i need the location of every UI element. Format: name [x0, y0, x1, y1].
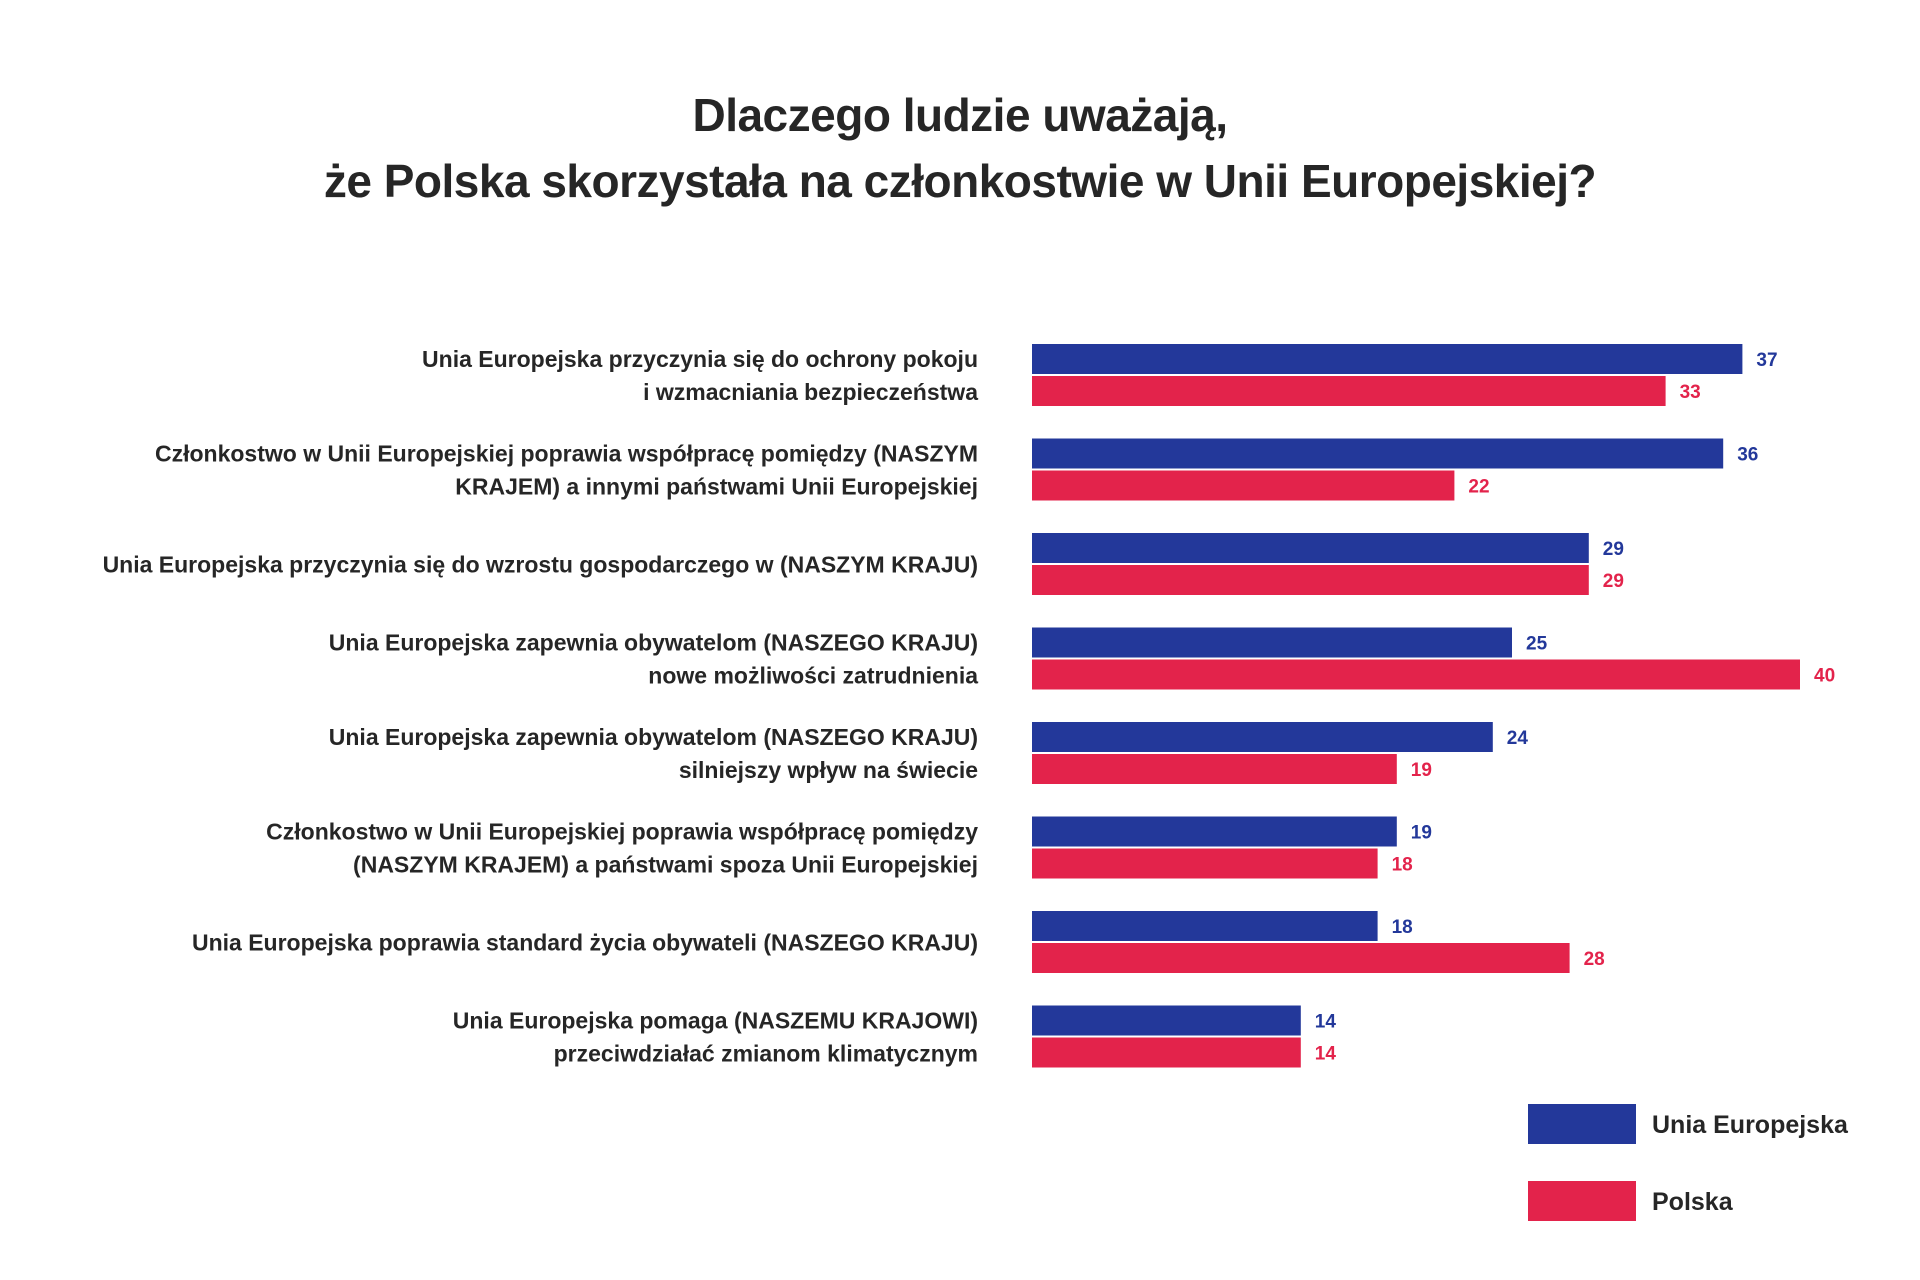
bar-polska [1032, 376, 1666, 406]
data-label: 19 [1411, 822, 1432, 843]
category-label: Unia Europejska pomaga (NASZEMU KRAJOWI) [453, 1007, 978, 1033]
category-label: Członkostwo w Unii Europejskiej poprawia… [266, 818, 978, 844]
bar-unia-europejska [1032, 533, 1589, 563]
bar-unia-europejska [1032, 722, 1493, 752]
data-label: 29 [1603, 571, 1624, 592]
bar-unia-europejska [1032, 816, 1397, 847]
legend-swatch [1528, 1181, 1636, 1221]
category-label: przeciwdziałać zmianom klimatycznym [554, 1040, 978, 1066]
data-label: 25 [1526, 633, 1548, 654]
bar-polska [1032, 943, 1570, 973]
data-label: 37 [1756, 350, 1777, 371]
data-label: 40 [1814, 665, 1835, 686]
data-label: 24 [1507, 728, 1529, 749]
category-label: silniejszy wpływ na świecie [679, 757, 978, 783]
category-label: i wzmacniania bezpieczeństwa [643, 379, 978, 405]
bar-polska [1032, 1037, 1301, 1068]
category-label: Unia Europejska zapewnia obywatelom (NAS… [329, 629, 978, 655]
data-label: 36 [1737, 444, 1758, 465]
bar-polska [1032, 470, 1455, 501]
data-label: 14 [1315, 1043, 1337, 1064]
bar-unia-europejska [1032, 344, 1743, 374]
legend-label: Unia Europejska [1652, 1111, 1849, 1139]
category-label: Unia Europejska poprawia standard życia … [192, 929, 978, 955]
bar-unia-europejska [1032, 438, 1724, 469]
category-label: Unia Europejska zapewnia obywatelom (NAS… [329, 724, 978, 750]
chart-title-line-1: Dlaczego ludzie uważają, [692, 89, 1228, 141]
category-label: (NASZYM KRAJEM) a państwami spoza Unii E… [353, 851, 978, 877]
bar-polska [1032, 565, 1589, 595]
legend-label: Polska [1652, 1188, 1734, 1216]
category-label: Unia Europejska przyczynia się do ochron… [422, 346, 978, 372]
data-label: 18 [1392, 917, 1413, 938]
bar-unia-europejska [1032, 911, 1378, 941]
category-label: KRAJEM) a innymi państwami Unii Europejs… [455, 473, 978, 499]
category-label: Członkostwo w Unii Europejskiej poprawia… [155, 440, 978, 466]
data-label: 29 [1603, 539, 1624, 560]
bar-polska [1032, 848, 1378, 879]
bar-unia-europejska [1032, 1005, 1301, 1036]
data-label: 19 [1411, 760, 1432, 781]
bar-polska [1032, 754, 1397, 784]
data-label: 28 [1584, 949, 1605, 970]
category-label: Unia Europejska przyczynia się do wzrost… [103, 551, 978, 577]
data-label: 18 [1392, 854, 1413, 875]
category-label: nowe możliwości zatrudnienia [648, 662, 978, 688]
bar-polska [1032, 659, 1800, 690]
legend-swatch [1528, 1104, 1636, 1144]
data-label: 14 [1315, 1011, 1337, 1032]
bar-unia-europejska [1032, 627, 1512, 658]
data-label: 22 [1468, 476, 1489, 497]
data-label: 33 [1680, 382, 1701, 403]
chart-title-line-2: że Polska skorzystała na członkostwie w … [323, 155, 1597, 207]
